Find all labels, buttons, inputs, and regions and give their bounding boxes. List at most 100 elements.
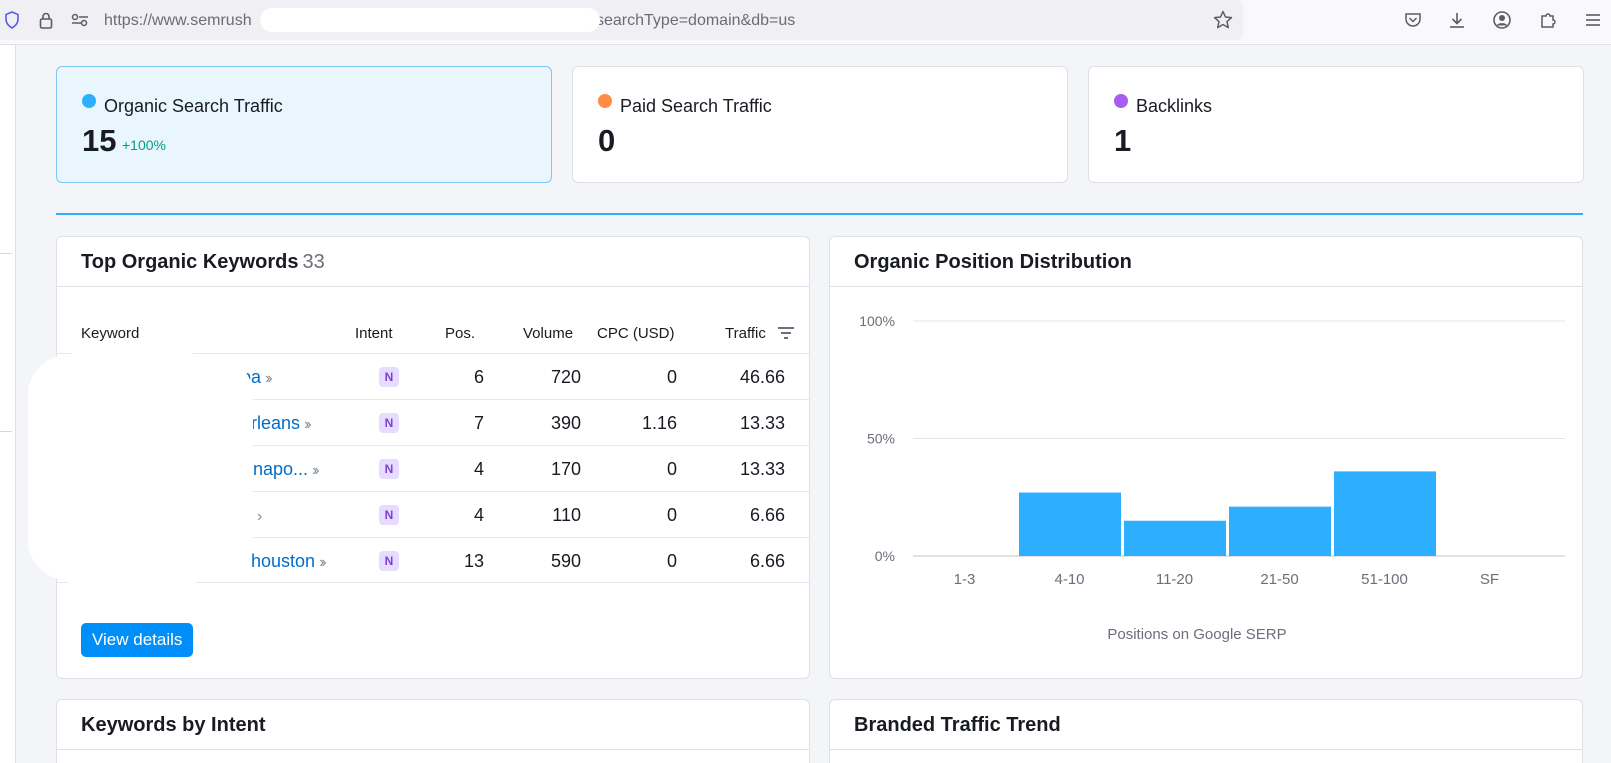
table-row[interactable]: houston ›› N 13 590 0 6.66 [57,537,809,583]
x-tick-label: SF [1480,571,1499,588]
lock-icon[interactable] [36,10,56,30]
widget-title: Keywords by Intent [81,714,266,736]
table-row[interactable]: orleans ›› N 7 390 1.16 13.33 [57,399,809,445]
bookmark-star-icon[interactable] [1213,10,1233,30]
volume-cell: 110 [552,505,581,525]
intent-badge: N [379,505,399,525]
backlinks-card[interactable]: Backlinks 1 [1088,66,1584,183]
pos-cell: 6 [473,367,484,387]
pocket-icon[interactable] [1403,10,1423,30]
traffic-cell: 6.66 [749,505,785,525]
y-tick-label: 100% [859,313,895,329]
x-axis-title: Positions on Google SERP [1107,626,1286,643]
intent-badge: N [379,459,399,479]
position-bar-chart: 0% 50% 100% 1-3 4-10 11-20 21-50 51-100 SF Positi… [859,313,1565,643]
traffic-cell: 13.33 [739,459,785,479]
intent-badge: N [379,413,399,433]
volume-cell: 720 [550,367,581,387]
widget-title: Top Organic Keywords 33 [81,251,325,273]
shield-icon[interactable] [2,10,22,30]
left-sidebar-strip [0,45,16,763]
chevron-icon: ›› [312,462,319,479]
x-tick-label: 1-3 [954,571,976,588]
col-keyword[interactable]: Keyword [81,325,140,342]
url-prefix: https://www.semrush [104,12,252,29]
keywords-by-intent-widget: Keywords by Intent [56,699,810,763]
backlinks-dot [1114,94,1128,108]
cpc-cell: 0 [666,367,677,387]
card-value: 0 [598,123,616,158]
url-suffix: searchType=domain&db=us [596,12,796,29]
cpc-cell: 1.16 [641,413,677,433]
volume-cell: 390 [550,413,581,433]
volume-cell: 170 [550,459,581,479]
bar [1334,471,1436,556]
organic-dot [82,94,96,108]
paid-traffic-card[interactable]: Paid Search Traffic 0 [572,66,1068,183]
keyword-link[interactable]: › [253,505,263,526]
chevron-icon: ›› [319,554,326,571]
paid-dot [598,94,612,108]
cpc-cell: 0 [666,459,677,479]
card-value: 1 [1114,123,1132,158]
keyword-link[interactable]: houston ›› [251,551,327,571]
keyword-link[interactable]: napo... ›› [253,459,319,479]
address-bar[interactable]: https://www.semrush searchType=domain&db… [0,0,1243,40]
cpc-cell: 0 [666,505,677,525]
x-tick-label: 51-100 [1361,571,1408,588]
keyword-count: 33 [302,251,325,273]
chevron-icon: › [257,508,263,525]
branded-traffic-widget: Branded Traffic Trend [829,699,1583,763]
x-tick-label: 4-10 [1054,571,1084,588]
bar [1229,506,1331,556]
view-details-button[interactable]: View details [81,623,194,657]
col-pos[interactable]: Pos. [445,325,476,342]
redacted-url [260,8,600,32]
traffic-cell: 13.33 [739,413,785,433]
permissions-icon[interactable] [70,10,90,30]
y-tick-label: 50% [867,431,895,447]
menu-icon[interactable] [1583,10,1603,30]
traffic-cell: 6.66 [749,551,785,571]
summary-panel: Organic Search Traffic 15 +100% Paid Sea… [16,45,1611,205]
x-tick-label: 11-20 [1156,571,1193,588]
card-label: Organic Search Traffic [104,96,283,116]
active-tab-indicator [56,213,1583,215]
table-row[interactable]: napo... ›› N 4 170 0 13.33 [57,445,809,491]
extensions-icon[interactable] [1538,10,1558,30]
account-icon[interactable] [1492,10,1512,30]
card-value: 15 [82,123,117,158]
position-distribution-widget: Organic Position Distribution 0% 50% 100% 1… [829,236,1583,679]
pos-cell: 4 [473,505,484,525]
x-tick-label: 21-50 [1260,571,1298,588]
volume-cell: 590 [550,551,581,571]
table-row[interactable]: › N 4 110 0 6.66 [57,491,809,537]
organic-traffic-card[interactable]: Organic Search Traffic 15 +100% [56,66,552,183]
col-volume[interactable]: Volume [523,325,574,342]
pos-cell: 13 [463,551,484,571]
pos-cell: 7 [473,413,484,433]
bar [1019,492,1121,556]
traffic-cell: 46.66 [739,367,785,387]
widget-title: Branded Traffic Trend [854,714,1061,736]
browser-toolbar: https://www.semrush searchType=domain&db… [0,0,1611,45]
y-tick-label: 0% [875,548,895,564]
chevron-icon: ›› [265,370,272,387]
bar [1124,520,1226,556]
col-intent[interactable]: Intent [355,325,393,342]
widget-title: Organic Position Distribution [854,251,1132,273]
intent-badge: N [379,551,399,571]
card-change: +100% [122,137,166,153]
col-traffic[interactable]: Traffic [725,325,766,342]
download-icon[interactable] [1447,10,1467,30]
pos-cell: 4 [473,459,484,479]
col-cpc[interactable]: CPC (USD) [597,325,675,342]
sort-icon[interactable] [777,326,795,345]
chevron-icon: ›› [304,416,311,433]
intent-badge: N [379,367,399,387]
card-label: Backlinks [1136,96,1213,116]
keyword-link[interactable]: orleans ›› [241,413,311,433]
cpc-cell: 0 [666,551,677,571]
redacted-overlay [28,355,253,580]
card-label: Paid Search Traffic [620,96,772,116]
